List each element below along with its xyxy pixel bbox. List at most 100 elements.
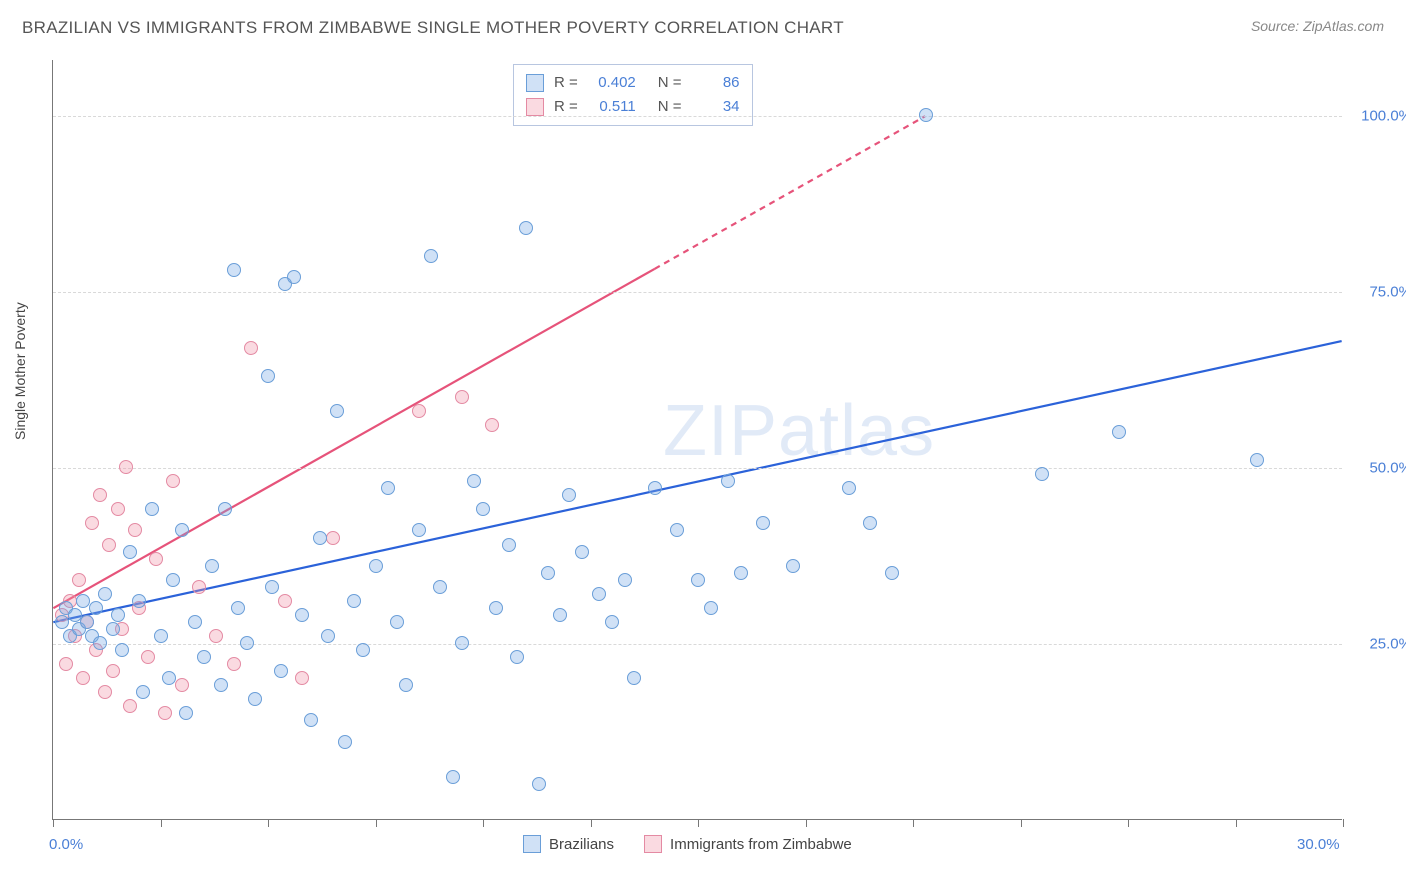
data-point [519,221,533,235]
data-point [313,531,327,545]
data-point [330,404,344,418]
data-point [502,538,516,552]
data-point [115,643,129,657]
x-tick [1236,819,1237,827]
data-point [592,587,606,601]
data-point [85,516,99,530]
data-point [175,523,189,537]
data-point [618,573,632,587]
data-point [842,481,856,495]
gridline [53,292,1342,293]
data-point [123,545,137,559]
data-point [1250,453,1264,467]
data-point [227,263,241,277]
data-point [691,573,705,587]
data-point [381,481,395,495]
data-point [119,460,133,474]
data-point [244,341,258,355]
data-point [412,523,426,537]
legend-row: R =0.402N =86 [526,71,740,95]
data-point [205,559,219,573]
legend-swatch [526,98,544,116]
data-point [338,735,352,749]
x-tick [53,819,54,827]
data-point [149,552,163,566]
x-tick [591,819,592,827]
data-point [76,594,90,608]
chart-header: BRAZILIAN VS IMMIGRANTS FROM ZIMBABWE SI… [22,18,1384,38]
data-point [278,594,292,608]
data-point [485,418,499,432]
data-point [93,636,107,650]
data-point [192,580,206,594]
data-point [287,270,301,284]
data-point [321,629,335,643]
data-point [89,601,103,615]
data-point [59,657,73,671]
chart-title: BRAZILIAN VS IMMIGRANTS FROM ZIMBABWE SI… [22,18,844,38]
x-tick [161,819,162,827]
r-value: 0.402 [588,71,636,95]
data-point [446,770,460,784]
data-point [248,692,262,706]
data-point [93,488,107,502]
data-point [197,650,211,664]
x-tick [806,819,807,827]
x-tick [1128,819,1129,827]
data-point [111,502,125,516]
watermark: ZIPatlas [663,390,935,472]
data-point [218,502,232,516]
data-point [141,650,155,664]
data-point [756,516,770,530]
data-point [68,608,82,622]
data-point [132,594,146,608]
data-point [863,516,877,530]
y-axis-label: Single Mother Poverty [12,302,28,440]
legend-swatch [526,74,544,92]
legend-swatch [523,835,541,853]
data-point [532,777,546,791]
trend-lines [53,60,1342,819]
data-point [158,706,172,720]
data-point [145,502,159,516]
y-tick-label: 100.0% [1352,108,1406,125]
data-point [240,636,254,650]
x-tick [376,819,377,827]
data-point [111,608,125,622]
data-point [489,601,503,615]
data-point [412,404,426,418]
data-point [1112,425,1126,439]
data-point [648,481,662,495]
data-point [304,713,318,727]
data-point [455,390,469,404]
gridline [53,468,1342,469]
data-point [214,678,228,692]
data-point [136,685,150,699]
legend-label: Immigrants from Zimbabwe [670,836,852,853]
data-point [188,615,202,629]
data-point [209,629,223,643]
data-point [670,523,684,537]
data-point [553,608,567,622]
data-point [76,671,90,685]
data-point [356,643,370,657]
data-point [510,650,524,664]
data-point [231,601,245,615]
x-tick-label: 0.0% [49,836,83,853]
data-point [102,538,116,552]
data-point [786,559,800,573]
data-point [575,545,589,559]
data-point [295,671,309,685]
data-point [627,671,641,685]
data-point [399,678,413,692]
data-point [55,615,69,629]
legend-label: Brazilians [549,836,614,853]
data-point [424,249,438,263]
data-point [154,629,168,643]
x-tick [483,819,484,827]
n-label: N = [658,71,682,95]
data-point [734,566,748,580]
data-point [721,474,735,488]
scatter-chart: ZIPatlas R =0.402N =86R =0.511N =34 Braz… [52,60,1342,820]
data-point [347,594,361,608]
